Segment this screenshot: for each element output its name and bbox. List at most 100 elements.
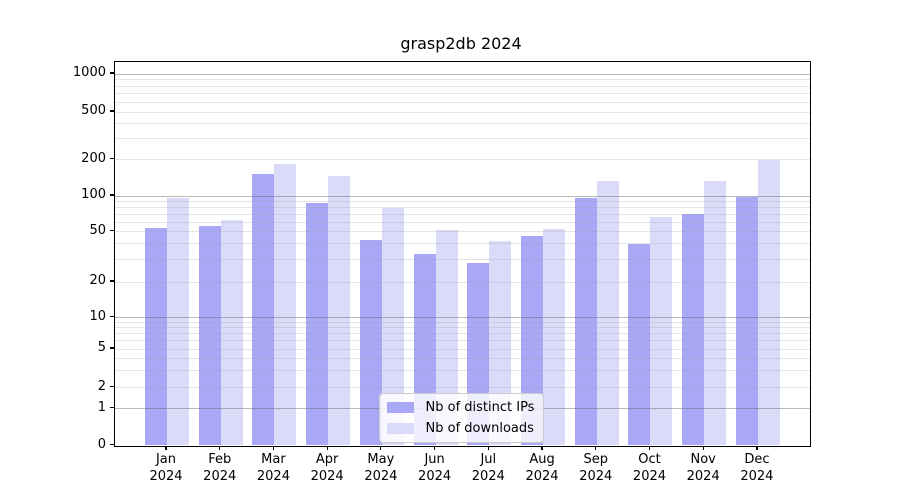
minor-gridline xyxy=(114,85,810,87)
minor-gridline xyxy=(114,101,810,103)
minor-gridline xyxy=(114,348,810,350)
minor-gridline xyxy=(114,231,810,232)
bar-downloads xyxy=(435,230,458,446)
y-tick-mark xyxy=(109,443,114,446)
y-tick-label: 1 xyxy=(97,399,106,415)
x-tick-mark xyxy=(326,445,328,450)
legend-swatch xyxy=(386,423,414,434)
x-tick-label: Feb 2024 xyxy=(203,452,237,484)
minor-gridline xyxy=(114,387,810,388)
bar-downloads xyxy=(596,180,619,446)
y-tick-label: 2 xyxy=(97,378,106,394)
minor-gridline xyxy=(114,79,810,81)
legend-label: Nb of distinct IPs xyxy=(425,400,535,415)
y-tick-label: 10 xyxy=(89,308,106,324)
minor-gridline xyxy=(114,200,810,202)
major-gridline xyxy=(114,317,810,318)
minor-gridline xyxy=(114,206,810,208)
bar-distinct-ips xyxy=(198,225,221,446)
bar-distinct-ips xyxy=(359,239,382,446)
minor-gridline xyxy=(114,243,810,245)
legend-item: Nb of downloads xyxy=(386,420,535,437)
minor-gridline xyxy=(114,321,810,323)
y-tick-label: 100 xyxy=(81,187,106,202)
minor-gridline xyxy=(114,137,810,139)
y-tick-label: 500 xyxy=(81,103,106,118)
x-tick-label: Oct 2024 xyxy=(632,452,667,484)
minor-gridline xyxy=(114,123,810,125)
x-tick-label: Jun 2024 xyxy=(418,452,452,484)
x-tick-label: Nov 2024 xyxy=(686,452,720,484)
bar-distinct-ips xyxy=(735,197,758,446)
bar-downloads xyxy=(543,228,566,446)
y-tick-mark xyxy=(109,194,114,196)
x-tick-label: May 2024 xyxy=(364,452,398,484)
x-tick-mark xyxy=(434,445,436,450)
bar-distinct-ips xyxy=(628,243,651,446)
y-tick-label: 50 xyxy=(89,222,106,238)
minor-gridline xyxy=(114,357,810,359)
major-gridline xyxy=(114,195,810,197)
bar-downloads xyxy=(328,176,351,446)
x-tick-mark xyxy=(541,445,543,450)
minor-gridline xyxy=(114,221,810,223)
x-tick-label: Jul 2024 xyxy=(471,452,505,484)
bar-downloads xyxy=(704,181,727,446)
minor-gridline xyxy=(114,259,810,261)
bar-distinct-ips xyxy=(306,202,329,446)
y-tick-label: 1000 xyxy=(72,65,106,80)
minor-gridline xyxy=(114,340,810,342)
minor-gridline xyxy=(114,213,810,215)
y-tick-mark xyxy=(109,406,114,409)
x-tick-label: Mar 2024 xyxy=(256,452,290,484)
bar-distinct-ips xyxy=(682,214,705,446)
bar-downloads xyxy=(757,160,780,446)
y-tick-label: 200 xyxy=(81,150,106,166)
y-tick-mark xyxy=(109,229,114,232)
bar-distinct-ips xyxy=(145,227,167,446)
plot-area: Nb of distinct IPs Nb of downloads xyxy=(113,61,811,447)
x-tick-mark xyxy=(165,445,167,450)
bar-downloads xyxy=(381,208,404,446)
x-tick-mark xyxy=(756,445,758,450)
bar-downloads xyxy=(167,198,189,446)
y-tick-label: 20 xyxy=(89,273,106,288)
y-tick-mark xyxy=(109,157,114,160)
minor-gridline xyxy=(114,333,810,335)
legend: Nb of distinct IPs Nb of downloads xyxy=(378,393,545,443)
major-gridline xyxy=(114,73,810,75)
bar-downloads xyxy=(274,163,297,446)
y-tick-mark xyxy=(109,315,114,318)
x-tick-label: Apr 2024 xyxy=(310,452,344,484)
y-tick-mark xyxy=(109,110,114,112)
legend-item: Nb of distinct IPs xyxy=(386,399,535,416)
x-tick-label: Aug 2024 xyxy=(525,452,559,484)
x-tick-mark xyxy=(487,445,489,450)
bar-distinct-ips xyxy=(252,174,275,446)
minor-gridline xyxy=(114,281,810,283)
minor-gridline xyxy=(114,369,810,371)
x-tick-mark xyxy=(648,445,651,450)
bar-distinct-ips xyxy=(574,198,597,446)
bar-downloads xyxy=(650,217,673,446)
x-tick-mark xyxy=(380,445,382,450)
minor-gridline xyxy=(114,159,810,160)
x-tick-mark xyxy=(272,445,275,450)
minor-gridline xyxy=(114,111,810,113)
y-tick-mark xyxy=(109,347,114,349)
legend-label: Nb of downloads xyxy=(425,421,534,436)
minor-gridline xyxy=(114,93,810,95)
minor-gridline xyxy=(114,327,810,329)
bar-downloads xyxy=(220,219,243,446)
y-tick-label: 5 xyxy=(97,340,106,355)
y-tick-mark xyxy=(109,280,114,282)
x-tick-label: Sep 2024 xyxy=(579,452,613,484)
x-tick-mark xyxy=(595,445,597,450)
y-tick-mark xyxy=(109,385,114,388)
x-tick-mark xyxy=(219,445,221,450)
x-tick-label: Dec 2024 xyxy=(740,452,774,484)
legend-swatch xyxy=(386,402,414,413)
y-tick-label: 0 xyxy=(97,436,106,452)
y-tick-mark xyxy=(109,72,114,74)
